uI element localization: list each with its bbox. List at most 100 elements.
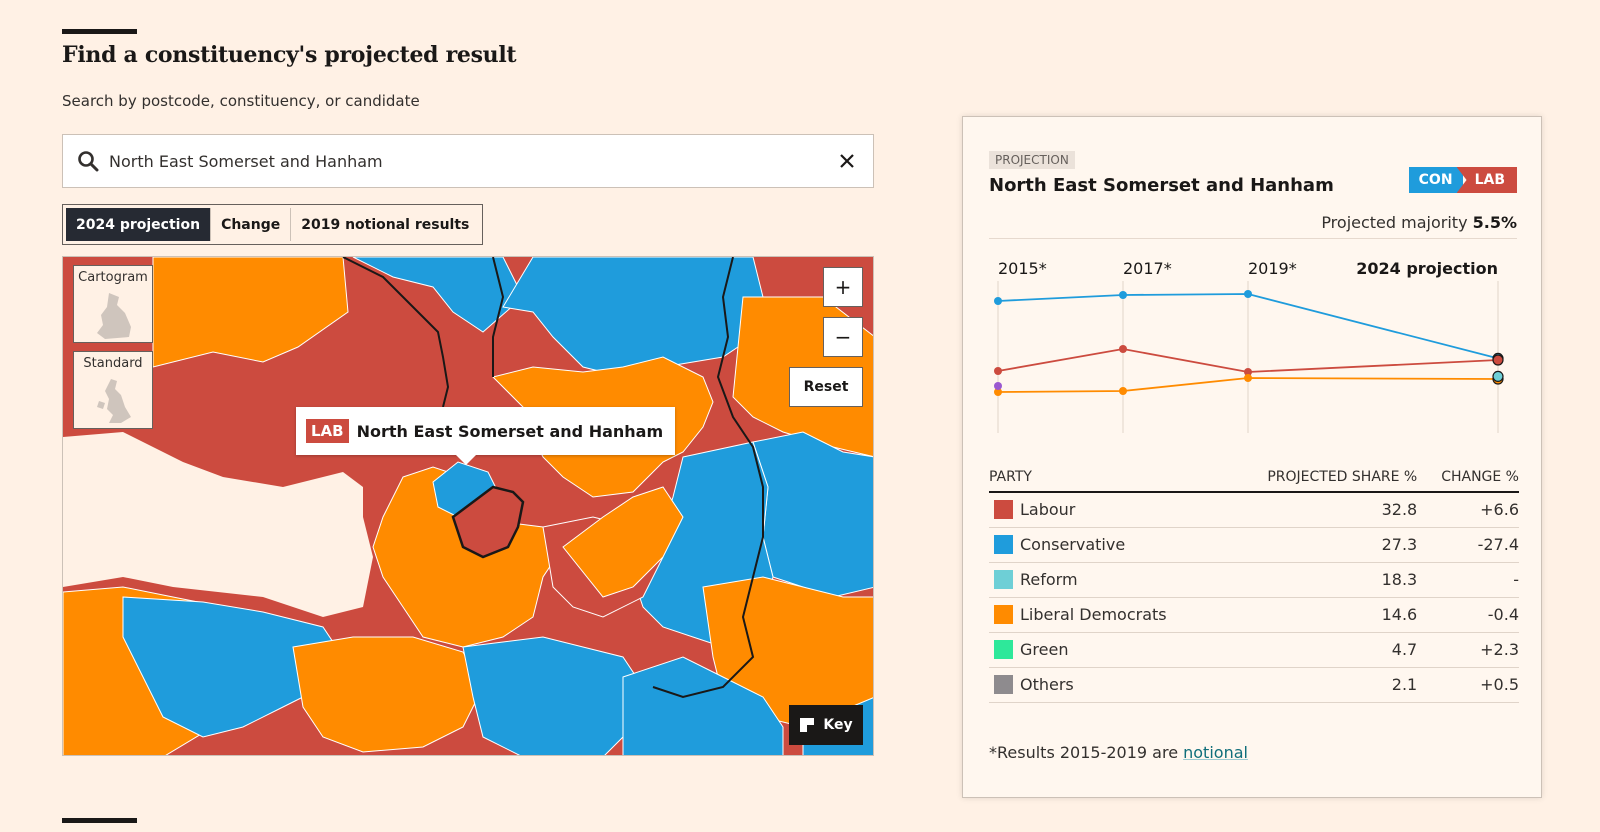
projection-tag: PROJECTION [989,151,1075,169]
party-swatch [994,570,1013,589]
table-header-row: PARTY PROJECTED SHARE % CHANGE % [989,467,1519,493]
cartogram-label: Cartogram [78,270,148,285]
majority-label: Projected majority [1321,213,1468,232]
search-icon [77,150,99,172]
party-swatch [994,535,1013,554]
data-point-conservative [1119,291,1127,299]
projected-share-cell: 14.6 [1221,597,1418,633]
result-row: Reform 18.3- [989,562,1519,598]
x-tick-label: 2015* [998,259,1047,278]
search-input[interactable] [109,135,827,187]
projected-share-cell: 4.7 [1221,632,1418,668]
tooltip-arrow [456,455,476,465]
uk-cartogram-icon [97,293,131,339]
result-row: Others 2.1 +0.5 [989,667,1519,703]
gain-from: CON [1408,167,1463,193]
party-name: Conservative [1020,535,1126,554]
section-top-rule [62,29,137,34]
standard-label: Standard [83,356,143,371]
notional-note: *Results 2015-2019 are notional [989,743,1248,762]
party-swatch [994,605,1013,624]
party-badge: LAB [306,419,349,443]
data-point-labour [994,367,1002,375]
results-table: PARTY PROJECTED SHARE % CHANGE % Labour 3… [989,467,1519,703]
tab-2024-projection[interactable]: 2024 projection [66,208,211,241]
party-name: Green [1020,640,1069,659]
standard-toggle[interactable]: Standard [73,351,153,429]
projected-majority: Projected majority 5.5% [1321,213,1517,232]
data-point-labour [1244,368,1252,376]
change-cell: -27.4 [1417,527,1519,563]
projected-share-cell: 27.3 [1221,527,1418,563]
change-cell: - [1417,562,1519,598]
page-title: Find a constituency's projected result [62,42,517,68]
page-subtitle: Search by postcode, constituency, or can… [62,92,420,110]
gain-to: LAB [1456,167,1517,193]
party-name: Liberal Democrats [1020,605,1167,624]
party-swatch [994,675,1013,694]
data-point-reform [1492,370,1504,383]
key-icon [800,718,815,732]
search-box [62,134,874,188]
tab-change[interactable]: Change [210,208,290,241]
constituency-map[interactable]: Cartogram Standard + − Reset LAB North E… [62,256,874,756]
tooltip-constituency-name: North East Somerset and Hanham [356,421,664,441]
result-row: Liberal Democrats 14.6 -0.4 [989,597,1519,633]
map-tooltip: LAB North East Somerset and Hanham [296,407,676,465]
key-button[interactable]: Key [789,705,863,745]
gain-badge: CON LAB [1408,167,1517,193]
party-cell: Liberal Democrats [989,597,1222,633]
vote-share-trend-chart: 2015* 2017* 2019* 2024 projection [994,259,1504,433]
result-panel: PROJECTION North East Somerset and Hanha… [962,116,1542,798]
projected-share-cell: 18.3 [1221,562,1418,598]
party-cell: Labour [989,492,1222,528]
data-point-conservative [994,297,1002,305]
reset-button[interactable]: Reset [789,367,863,407]
tab-2019-notional[interactable]: 2019 notional results [290,208,479,241]
change-cell: +2.3 [1417,632,1519,668]
projected-share-cell: 32.8 [1221,492,1418,528]
data-point-labour [1492,354,1504,366]
change-cell: -0.4 [1417,597,1519,633]
map-canvas[interactable] [63,257,874,756]
zoom-out-button[interactable]: − [823,317,863,357]
uk-map-icon [97,379,131,423]
series-line-labour [997,348,1499,373]
panel-constituency-name: North East Somerset and Hanham [989,175,1334,196]
result-row: Green 4.7 +2.3 [989,632,1519,668]
party-cell: Conservative [989,527,1222,563]
close-icon[interactable] [827,141,867,181]
result-row: Conservative 27.3 -27.4 [989,527,1519,563]
change-cell: +0.5 [1417,667,1519,703]
panel-divider [989,238,1517,239]
series-line-liberal-democrats [997,377,1499,393]
header-change: CHANGE % [1417,467,1519,493]
data-point-green [994,382,1002,390]
party-name: Labour [1020,500,1076,519]
x-tick-label: 2024 projection [1356,259,1498,278]
data-point-liberal-democrats [1244,374,1252,382]
data-point-conservative [1244,290,1252,298]
party-cell: Others [989,667,1222,703]
party-swatch [994,500,1013,519]
header-share: PROJECTED SHARE % [1221,467,1418,493]
data-point-labour [1119,345,1127,353]
series-line-conservative [997,293,1499,360]
x-tick-label: 2017* [1123,259,1172,278]
zoom-in-button[interactable]: + [823,267,863,307]
data-point-liberal-democrats [1119,387,1127,395]
note-text: *Results 2015-2019 are [989,743,1184,762]
header-party: PARTY [989,467,1222,493]
projected-share-cell: 2.1 [1221,667,1418,703]
cartogram-toggle[interactable]: Cartogram [73,265,153,343]
key-label: Key [823,717,853,733]
party-name: Others [1020,675,1074,694]
party-name: Reform [1020,570,1078,589]
x-tick-label: 2019* [1248,259,1297,278]
notional-link[interactable]: notional [1183,743,1248,762]
result-row: Labour 32.8 +6.6 [989,492,1519,528]
party-cell: Reform [989,562,1222,598]
section-bottom-rule [62,818,137,823]
party-swatch [994,640,1013,659]
view-tabs: 2024 projection Change 2019 notional res… [62,204,484,245]
